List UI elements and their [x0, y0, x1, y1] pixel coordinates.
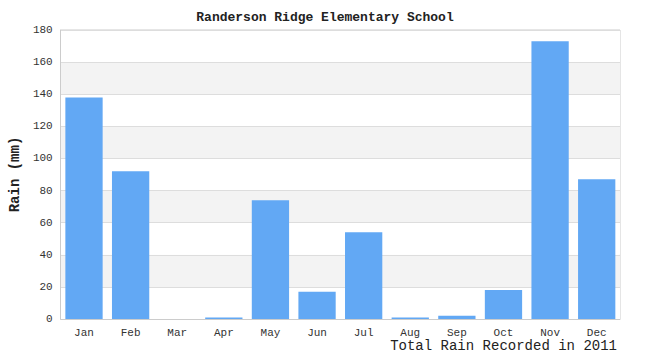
svg-text:Dec: Dec — [587, 327, 607, 339]
svg-text:60: 60 — [40, 217, 53, 229]
svg-text:140: 140 — [33, 88, 53, 100]
svg-text:20: 20 — [40, 281, 53, 293]
svg-text:160: 160 — [33, 56, 53, 68]
svg-text:Jul: Jul — [354, 327, 374, 339]
svg-text:Oct: Oct — [494, 327, 514, 339]
svg-text:80: 80 — [40, 185, 53, 197]
svg-text:Sep: Sep — [447, 327, 467, 339]
svg-text:100: 100 — [33, 152, 53, 164]
svg-text:Total Rain Recorded in 2011: Total Rain Recorded in 2011 — [390, 338, 617, 354]
svg-text:Aug: Aug — [400, 327, 420, 339]
svg-text:Jun: Jun — [307, 327, 327, 339]
svg-text:May: May — [261, 327, 281, 339]
svg-text:40: 40 — [40, 249, 53, 261]
svg-text:Rain (mm): Rain (mm) — [7, 137, 23, 213]
svg-text:Nov: Nov — [540, 327, 560, 339]
svg-text:180: 180 — [33, 24, 53, 36]
svg-text:Apr: Apr — [214, 327, 234, 339]
svg-text:Mar: Mar — [167, 327, 187, 339]
svg-text:Randerson Ridge Elementary Sch: Randerson Ridge Elementary School — [196, 10, 454, 25]
svg-text:0: 0 — [46, 313, 53, 325]
svg-text:Feb: Feb — [121, 327, 141, 339]
svg-text:Jan: Jan — [74, 327, 94, 339]
svg-text:120: 120 — [33, 120, 53, 132]
